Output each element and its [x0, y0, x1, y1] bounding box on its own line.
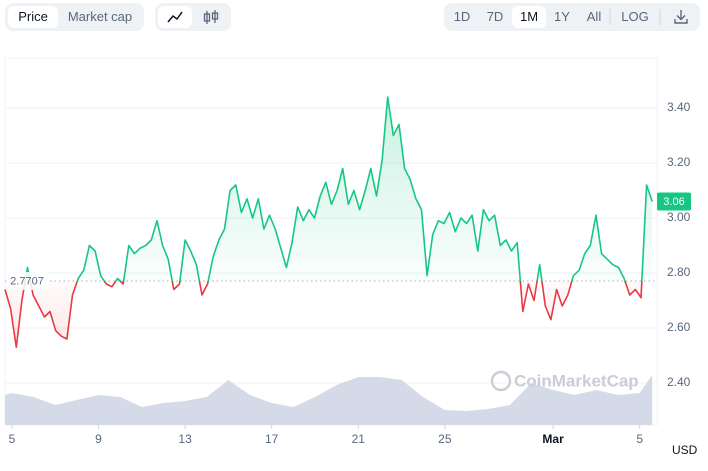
range-group [444, 3, 700, 31]
last-price-bg [657, 192, 691, 211]
metric-active-bg [8, 6, 58, 28]
label-layer: 2.40 2.60 2.80 3.00 3.20 3.40 5 9 13 17 21 25 Mar 5 2.… [6, 100, 691, 446]
x-tick-label: 13 [178, 432, 192, 446]
watermark-logo [490, 370, 512, 392]
y-tick-label: 2.40 [667, 375, 691, 389]
y-tick-label: 2.80 [667, 265, 691, 279]
currency-label: USD [672, 443, 698, 457]
x-tick-label: 5 [636, 432, 643, 446]
candle-icon[interactable] [203, 10, 219, 24]
price-line [4, 96, 653, 348]
watermark-text: CoinMarketCap [514, 371, 639, 390]
metric-button[interactable]: Price [18, 9, 48, 24]
price-layer [4, 96, 657, 348]
y-tick-label: 3.00 [667, 210, 691, 224]
y-tick-label: 2.60 [667, 320, 691, 334]
x-tick-label: 17 [265, 432, 279, 446]
x-tick-label: Mar [542, 432, 564, 446]
y-tick-label: 3.20 [667, 155, 691, 169]
baseline-label: 2.7707 [10, 275, 44, 287]
volume-area [5, 375, 653, 425]
line-icon[interactable] [167, 11, 183, 23]
x-tick-label: 21 [352, 432, 366, 446]
volume-layer [5, 375, 653, 425]
range-button[interactable]: 1Y [554, 9, 570, 24]
x-tick-label: 25 [438, 432, 452, 446]
range-button[interactable]: 7D [487, 9, 504, 24]
x-tick-label: 5 [9, 432, 16, 446]
last-price-label: 3.06 [663, 196, 684, 208]
price-area [5, 97, 653, 348]
download-icon[interactable] [674, 10, 688, 24]
x-tick-label: 9 [95, 432, 102, 446]
y-tick-label: 3.40 [667, 100, 691, 114]
log-button[interactable]: LOG [621, 9, 648, 24]
watermark: CoinMarketCap [490, 370, 639, 392]
baseline-label-bg [6, 272, 48, 291]
range-button[interactable]: 1D [454, 9, 471, 24]
range-active-bg [512, 6, 546, 28]
range-button[interactable]: All [587, 9, 602, 24]
range-button[interactable]: 1M [520, 9, 538, 24]
metric-button[interactable]: Market cap [68, 9, 132, 24]
